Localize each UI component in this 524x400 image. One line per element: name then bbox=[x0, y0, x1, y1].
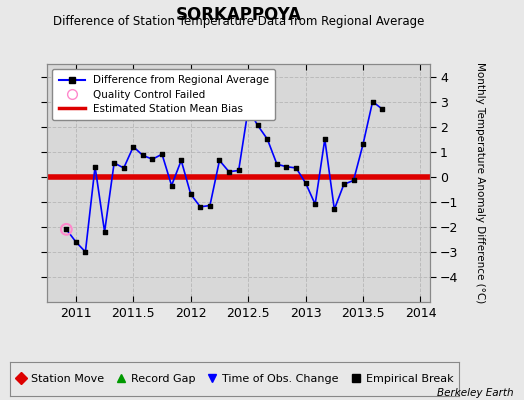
Text: SORKAPPOYA: SORKAPPOYA bbox=[176, 6, 301, 24]
Point bbox=[167, 182, 176, 189]
Point bbox=[225, 168, 233, 175]
Text: Difference of Station Temperature Data from Regional Average: Difference of Station Temperature Data f… bbox=[53, 15, 424, 28]
Point bbox=[282, 164, 291, 170]
Point bbox=[254, 122, 262, 128]
Text: Berkeley Earth: Berkeley Earth bbox=[437, 388, 514, 398]
Point bbox=[263, 136, 271, 142]
Point bbox=[244, 106, 253, 112]
Legend: Difference from Regional Average, Quality Control Failed, Estimated Station Mean: Difference from Regional Average, Qualit… bbox=[52, 69, 275, 120]
Point bbox=[206, 202, 214, 209]
Point bbox=[292, 165, 300, 171]
Point bbox=[321, 136, 329, 142]
Point bbox=[272, 161, 281, 168]
Point bbox=[91, 164, 99, 170]
Point bbox=[101, 229, 109, 235]
Point bbox=[139, 152, 147, 159]
Point bbox=[340, 181, 348, 188]
Point bbox=[110, 160, 118, 166]
Point bbox=[301, 180, 310, 186]
Point bbox=[119, 165, 128, 171]
Legend: Station Move, Record Gap, Time of Obs. Change, Empirical Break: Station Move, Record Gap, Time of Obs. C… bbox=[13, 371, 456, 387]
Point bbox=[311, 201, 319, 208]
Point bbox=[148, 156, 157, 162]
Point bbox=[81, 249, 90, 255]
Point bbox=[234, 167, 243, 174]
Point bbox=[350, 177, 358, 184]
Point bbox=[62, 226, 71, 232]
Point bbox=[158, 151, 166, 157]
Point bbox=[330, 206, 339, 212]
Point bbox=[129, 144, 137, 150]
Point bbox=[196, 204, 204, 210]
Y-axis label: Monthly Temperature Anomaly Difference (°C): Monthly Temperature Anomaly Difference (… bbox=[475, 62, 485, 304]
Point bbox=[177, 157, 185, 164]
Point bbox=[187, 191, 195, 198]
Point bbox=[359, 141, 367, 147]
Point bbox=[368, 98, 377, 105]
Point bbox=[378, 106, 386, 112]
Point bbox=[62, 226, 71, 232]
Point bbox=[215, 157, 224, 164]
Point bbox=[72, 239, 80, 245]
